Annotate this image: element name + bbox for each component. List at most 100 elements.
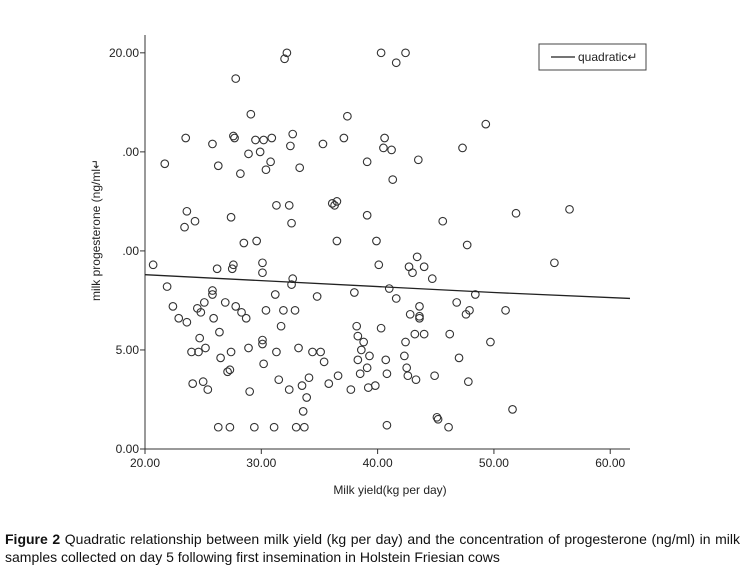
point <box>227 264 237 274</box>
point <box>187 347 196 357</box>
point <box>362 210 372 220</box>
point <box>225 365 235 375</box>
point <box>148 260 158 270</box>
point <box>272 201 281 210</box>
point <box>258 258 267 268</box>
point <box>231 74 241 83</box>
point <box>408 268 417 278</box>
point <box>279 305 288 315</box>
point <box>419 262 429 272</box>
point <box>353 355 363 365</box>
point <box>324 379 334 388</box>
point <box>213 161 223 171</box>
point <box>220 298 230 307</box>
point <box>403 371 413 381</box>
point <box>288 129 298 139</box>
point <box>162 282 172 291</box>
point <box>188 379 198 388</box>
point <box>199 298 209 307</box>
point <box>384 284 394 293</box>
point <box>454 353 464 363</box>
point <box>261 165 271 175</box>
point <box>382 420 392 430</box>
caption-label: Figure 2 <box>5 531 61 547</box>
point <box>287 280 296 289</box>
point <box>269 422 279 432</box>
point <box>282 48 292 58</box>
point <box>245 387 255 396</box>
point <box>312 292 322 301</box>
point <box>445 329 455 339</box>
point <box>339 133 349 143</box>
point <box>401 48 410 58</box>
point <box>432 412 442 422</box>
point <box>387 145 396 155</box>
point <box>258 335 267 345</box>
point <box>226 212 236 222</box>
point <box>463 377 473 387</box>
point <box>343 111 352 121</box>
point <box>302 393 312 402</box>
point <box>239 238 249 248</box>
point <box>266 157 275 167</box>
point <box>316 347 325 357</box>
point <box>174 313 184 323</box>
point <box>244 343 253 353</box>
point <box>362 157 372 167</box>
point <box>267 133 277 143</box>
point <box>400 351 409 361</box>
point <box>353 331 363 341</box>
point <box>452 298 462 307</box>
point <box>244 149 253 159</box>
point <box>388 175 398 184</box>
point <box>212 264 222 274</box>
point <box>308 347 317 357</box>
point <box>352 321 362 331</box>
point <box>370 381 380 390</box>
point <box>508 405 517 414</box>
point <box>363 383 373 392</box>
point <box>410 329 420 339</box>
point <box>402 363 412 373</box>
point <box>319 357 329 367</box>
point <box>374 260 384 270</box>
point <box>231 302 241 311</box>
point <box>401 337 410 347</box>
point <box>304 373 314 383</box>
point <box>208 290 217 299</box>
point <box>294 343 303 353</box>
point <box>382 369 392 379</box>
chart: Milk yield(kg per day) milk progesterone… <box>89 35 647 497</box>
point <box>486 337 495 347</box>
point <box>333 371 343 381</box>
point <box>195 333 205 343</box>
point <box>258 339 267 349</box>
point <box>332 197 342 206</box>
point <box>274 375 284 385</box>
point <box>295 163 305 173</box>
point <box>350 288 359 297</box>
point <box>229 260 238 270</box>
y-tick-label: 5.00 <box>116 343 140 357</box>
point <box>208 139 217 149</box>
point <box>249 422 259 432</box>
point <box>181 133 191 143</box>
point <box>550 258 559 268</box>
point <box>280 54 289 64</box>
point <box>405 309 415 319</box>
point <box>270 290 280 299</box>
point <box>376 48 386 58</box>
point <box>230 133 239 143</box>
point <box>433 414 443 424</box>
point <box>196 307 206 317</box>
point <box>241 313 251 323</box>
x-tick-label: 50.00 <box>479 456 509 470</box>
point <box>223 367 232 377</box>
point <box>225 422 235 432</box>
point <box>501 305 510 315</box>
point <box>259 135 268 145</box>
point <box>355 369 365 379</box>
point <box>481 119 491 129</box>
point <box>286 141 295 151</box>
